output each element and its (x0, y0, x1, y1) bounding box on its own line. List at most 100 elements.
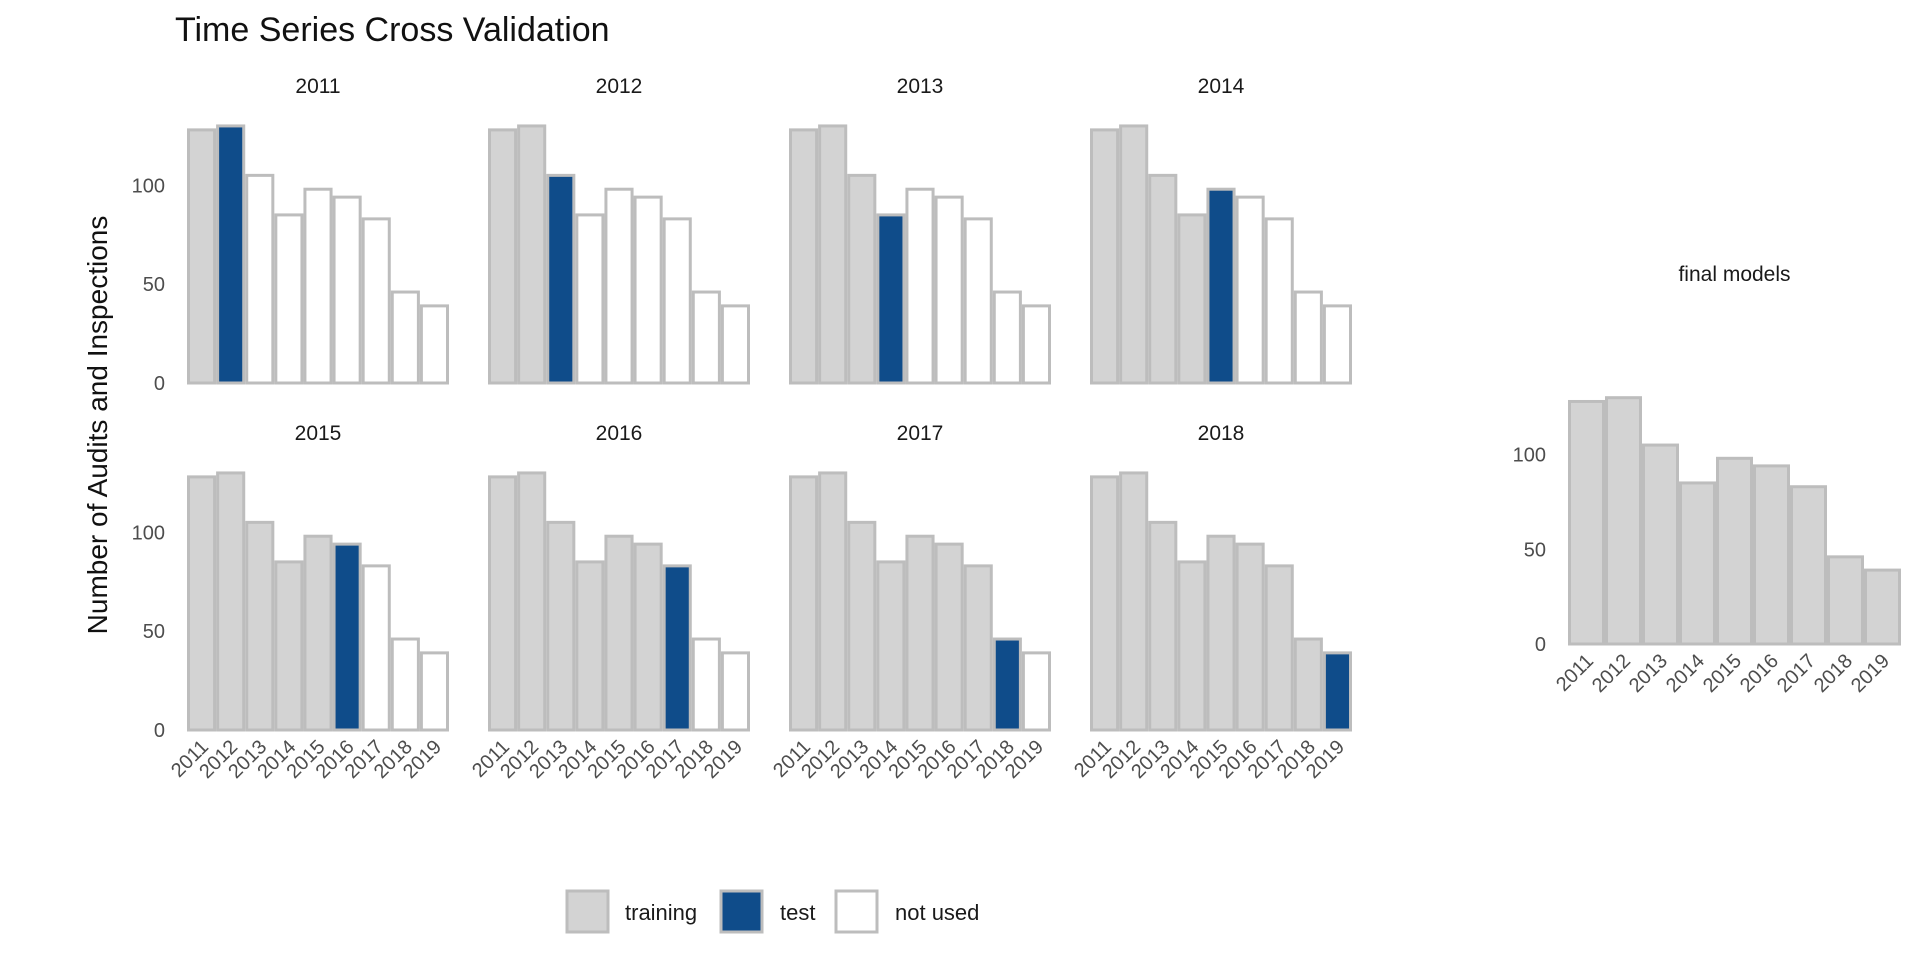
bar-2015 (303, 187, 333, 385)
x-tick-label: 2013 (1625, 650, 1672, 697)
bar-2017 (662, 564, 692, 732)
bar-2014 (1177, 213, 1207, 385)
bar-2014 (1679, 481, 1716, 646)
bar-2018 (691, 290, 721, 385)
bar-2013 (546, 173, 576, 385)
legend-swatch-test (719, 889, 764, 934)
bar-2013 (1642, 443, 1679, 646)
bar-2017 (963, 564, 993, 732)
y-tick-label: 100 (132, 522, 165, 544)
bar-2019 (1021, 651, 1052, 732)
bar-2014 (575, 213, 605, 385)
panel-strip-label: 2018 (1198, 422, 1245, 445)
legend-label-test: test (780, 900, 815, 925)
x-tick-label: 2011 (1552, 650, 1598, 696)
bar-2012 (818, 471, 848, 732)
bar-2019 (1021, 304, 1052, 385)
panel-2012: 2012 (488, 75, 751, 385)
bar-2011 (789, 128, 819, 385)
bar-2013 (546, 520, 576, 732)
bar-2015 (303, 534, 333, 732)
bar-2018 (1293, 290, 1323, 385)
bar-2016 (332, 542, 362, 732)
legend-label-training: training (625, 900, 697, 925)
bar-2014 (876, 560, 906, 732)
bar-2016 (633, 195, 663, 385)
y-tick-label: 50 (143, 274, 165, 296)
x-tick-label: 2018 (1810, 650, 1857, 697)
bar-2016 (934, 195, 964, 385)
panel-strip-label: 2011 (295, 75, 340, 98)
bar-2016 (934, 542, 964, 732)
bar-2014 (876, 213, 906, 385)
bar-2013 (847, 173, 877, 385)
final-models-panel: final models0501002011201220132014201520… (1513, 263, 1901, 697)
y-tick-label: 100 (132, 175, 165, 197)
bar-2016 (1753, 464, 1790, 646)
x-tick-label: 2012 (1588, 650, 1635, 697)
chart-title: Time Series Cross Validation (175, 11, 610, 49)
bar-2011 (187, 128, 217, 385)
bar-2019 (419, 651, 449, 732)
panel-strip-label: 2013 (897, 75, 944, 98)
bar-2019 (1322, 304, 1353, 385)
bar-2017 (662, 217, 692, 385)
panel-strip-label: final models (1678, 263, 1790, 286)
bar-2016 (1235, 542, 1265, 732)
bar-2019 (419, 304, 449, 385)
y-tick-label: 50 (143, 621, 165, 643)
bar-2017 (963, 217, 993, 385)
panel-strip-label: 2014 (1198, 75, 1245, 98)
bar-2012 (818, 124, 848, 385)
panel-final-models: final models0501002011201220132014201520… (1513, 263, 1901, 697)
bar-2011 (488, 475, 518, 732)
bar-2013 (245, 520, 275, 732)
bar-2013 (245, 173, 275, 385)
y-tick-label: 0 (1535, 634, 1546, 656)
bar-2017 (361, 217, 391, 385)
bar-2016 (1235, 195, 1265, 385)
bar-2018 (1827, 555, 1864, 646)
bar-2012 (216, 471, 246, 732)
bar-2015 (1716, 456, 1753, 646)
bar-2018 (691, 637, 721, 732)
panel-strip-label: 2012 (596, 75, 643, 98)
bar-2018 (992, 290, 1022, 385)
bar-2015 (905, 534, 935, 732)
bar-2015 (1206, 534, 1236, 732)
legend: training test not used (565, 889, 979, 934)
bar-2019 (720, 304, 751, 385)
bar-2014 (1177, 560, 1207, 732)
bar-2018 (992, 637, 1022, 732)
bar-2012 (1119, 124, 1149, 385)
x-tick-label: 2019 (1847, 650, 1894, 697)
y-axis-label: Number of Audits and Inspections (82, 216, 113, 635)
bar-2017 (361, 564, 391, 732)
y-tick-label: 100 (1513, 445, 1546, 467)
bar-2014 (274, 560, 304, 732)
panel-2014: 2014 (1090, 75, 1353, 385)
legend-label-not_used: not used (895, 900, 979, 925)
bar-2015 (604, 187, 634, 385)
bar-2011 (1090, 475, 1120, 732)
bar-2011 (187, 475, 217, 732)
y-tick-label: 0 (154, 373, 165, 395)
legend-swatch-training (565, 889, 610, 934)
panel-2011: 2011 0 50 100 (132, 75, 449, 395)
bar-2018 (390, 637, 420, 732)
bar-2017 (1264, 564, 1294, 732)
bar-2014 (575, 560, 605, 732)
bar-2012 (517, 124, 547, 385)
bar-2015 (905, 187, 935, 385)
bar-2015 (1206, 187, 1236, 385)
bar-2011 (488, 128, 518, 385)
bar-2012 (517, 471, 547, 732)
bar-2016 (332, 195, 362, 385)
bar-2013 (1148, 173, 1178, 385)
panel-strip-label: 2017 (897, 422, 944, 445)
panel-strip-label: 2015 (295, 422, 342, 445)
